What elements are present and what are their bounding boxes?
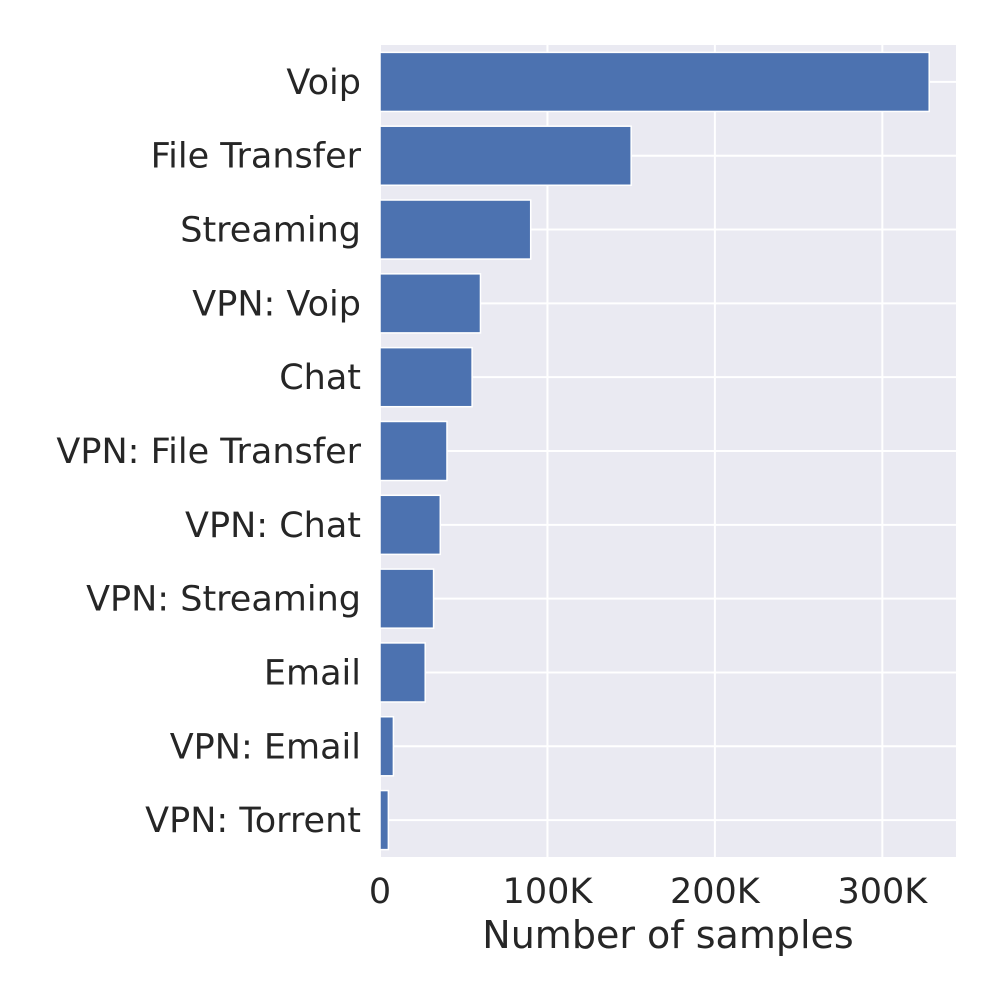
bar (379, 420, 448, 482)
x-tick-label: 200K (670, 872, 761, 912)
y-tick-label: VPN: File Transfer (56, 432, 361, 472)
y-tick-label: VPN: Email (170, 727, 361, 767)
y-tick-label: Chat (279, 358, 361, 398)
y-tick-label: VPN: Torrent (145, 801, 361, 841)
x-tick-labels: 0 100K 200K 300K (369, 872, 928, 912)
y-tick-label: VPN: Streaming (86, 580, 361, 620)
bar (379, 125, 632, 187)
y-tick-labels: Voip File Transfer Streaming VPN: Voip Chat V… (56, 63, 361, 841)
bar (379, 715, 395, 777)
x-tick-label: 300K (837, 872, 928, 912)
y-tick-label: Streaming (180, 211, 361, 251)
y-tick-label: VPN: Voip (192, 284, 361, 324)
y-tick-label: Email (264, 653, 361, 693)
bar (379, 642, 426, 703)
bar (379, 494, 442, 556)
bar (379, 273, 482, 334)
bar (379, 346, 473, 408)
bars (379, 51, 930, 851)
x-axis-label: Number of samples (482, 913, 853, 957)
bar (379, 789, 390, 851)
y-tick-label: VPN: Chat (185, 506, 361, 546)
bar (379, 199, 532, 260)
y-tick-label: File Transfer (151, 137, 362, 177)
bar (379, 568, 435, 629)
y-tick-label: Voip (286, 63, 361, 103)
bar (379, 51, 930, 113)
x-tick-label: 0 (369, 872, 391, 912)
x-tick-label: 100K (503, 872, 594, 912)
